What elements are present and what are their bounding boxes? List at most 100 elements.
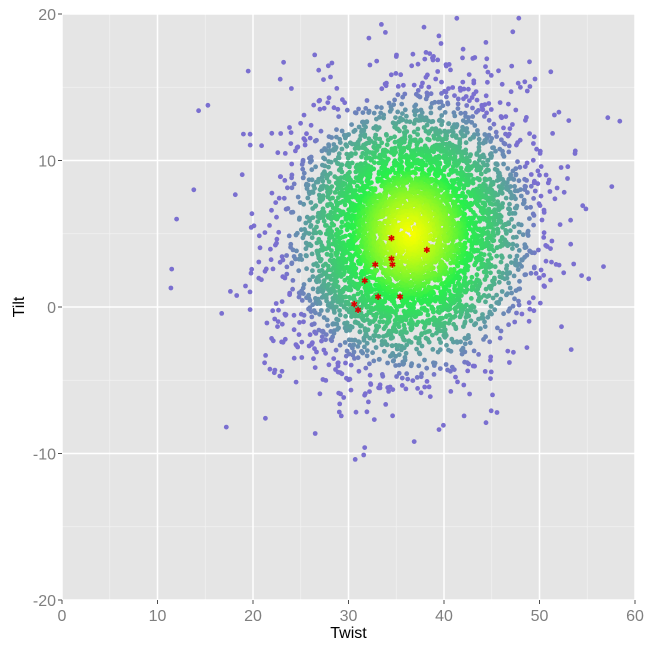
- data-point: [351, 179, 357, 185]
- data-point: [364, 348, 370, 353]
- data-point: [557, 222, 563, 228]
- data-point: [480, 312, 485, 317]
- data-point: [536, 201, 542, 207]
- data-point: [290, 209, 296, 215]
- data-point: [503, 131, 508, 137]
- data-point: [488, 107, 494, 112]
- data-point: [446, 172, 452, 178]
- data-point: [329, 248, 334, 253]
- data-point: [281, 195, 287, 201]
- data-point: [386, 100, 392, 106]
- data-point: [429, 304, 435, 310]
- data-point: [336, 325, 341, 331]
- data-point: [514, 243, 520, 249]
- data-point: [392, 97, 397, 103]
- data-point: [348, 177, 353, 183]
- data-point: [509, 216, 514, 222]
- data-point: [415, 309, 421, 314]
- data-point: [400, 111, 405, 116]
- data-point: [470, 56, 476, 61]
- data-point: [427, 394, 433, 399]
- data-point: [357, 249, 363, 255]
- data-point: [363, 365, 369, 371]
- data-point: [438, 149, 444, 154]
- data-point: [321, 209, 327, 215]
- data-point: [424, 365, 430, 371]
- data-point: [483, 299, 488, 305]
- data-point: [392, 134, 397, 140]
- data-point: [399, 375, 405, 381]
- data-point: [264, 320, 270, 326]
- data-point: [380, 213, 386, 219]
- data-point: [282, 151, 288, 156]
- data-point: [325, 100, 331, 105]
- data-point: [455, 171, 461, 176]
- data-point: [247, 289, 253, 295]
- data-point: [379, 22, 384, 27]
- data-point: [488, 73, 494, 78]
- data-point: [475, 128, 480, 133]
- data-point: [420, 319, 425, 325]
- data-point: [416, 166, 422, 172]
- data-point: [538, 267, 544, 273]
- data-point: [480, 107, 486, 113]
- data-point: [482, 324, 488, 329]
- data-point: [365, 317, 370, 322]
- data-point: [401, 82, 406, 88]
- data-point: [299, 355, 305, 360]
- data-point: [464, 167, 469, 173]
- data-point: [340, 240, 346, 246]
- data-point: [283, 312, 289, 317]
- data-point: [408, 280, 414, 285]
- data-point: [462, 359, 467, 365]
- data-point: [516, 298, 521, 304]
- data-point: [367, 372, 373, 378]
- data-point: [532, 76, 538, 82]
- data-point: [394, 52, 399, 58]
- data-point: [488, 408, 494, 414]
- data-point: [313, 203, 319, 209]
- data-point: [394, 307, 400, 313]
- data-point: [522, 187, 528, 193]
- data-point: [328, 252, 334, 258]
- data-point: [388, 306, 394, 311]
- data-point: [379, 276, 385, 282]
- data-point: [345, 299, 351, 305]
- data-point: [291, 355, 297, 361]
- data-point: [349, 324, 355, 330]
- data-point: [428, 91, 434, 97]
- data-point: [398, 72, 404, 78]
- data-point: [518, 84, 523, 90]
- data-point: [416, 350, 422, 356]
- data-point: [501, 311, 506, 317]
- data-point: [397, 128, 402, 134]
- data-point: [241, 131, 246, 137]
- data-point: [316, 278, 322, 284]
- data-point: [462, 275, 468, 281]
- data-point: [377, 319, 383, 325]
- data-point: [512, 319, 518, 325]
- data-point: [311, 321, 317, 327]
- data-point: [321, 218, 327, 224]
- data-point: [389, 343, 395, 348]
- data-point: [275, 150, 281, 156]
- data-point: [418, 390, 424, 396]
- data-point: [512, 205, 518, 211]
- data-point: [395, 84, 401, 89]
- data-point: [391, 358, 397, 363]
- data-point: [306, 231, 312, 236]
- data-point: [343, 360, 348, 366]
- data-point: [279, 368, 285, 374]
- data-point: [313, 331, 319, 336]
- data-point: [579, 273, 584, 278]
- data-point: [396, 362, 402, 368]
- data-point: [506, 149, 512, 155]
- data-point: [461, 288, 467, 294]
- data-point: [506, 206, 511, 212]
- data-point: [415, 386, 420, 391]
- data-point: [411, 108, 417, 114]
- data-point: [419, 343, 425, 349]
- data-point: [485, 69, 491, 75]
- data-point: [549, 259, 554, 265]
- data-point: [379, 86, 385, 92]
